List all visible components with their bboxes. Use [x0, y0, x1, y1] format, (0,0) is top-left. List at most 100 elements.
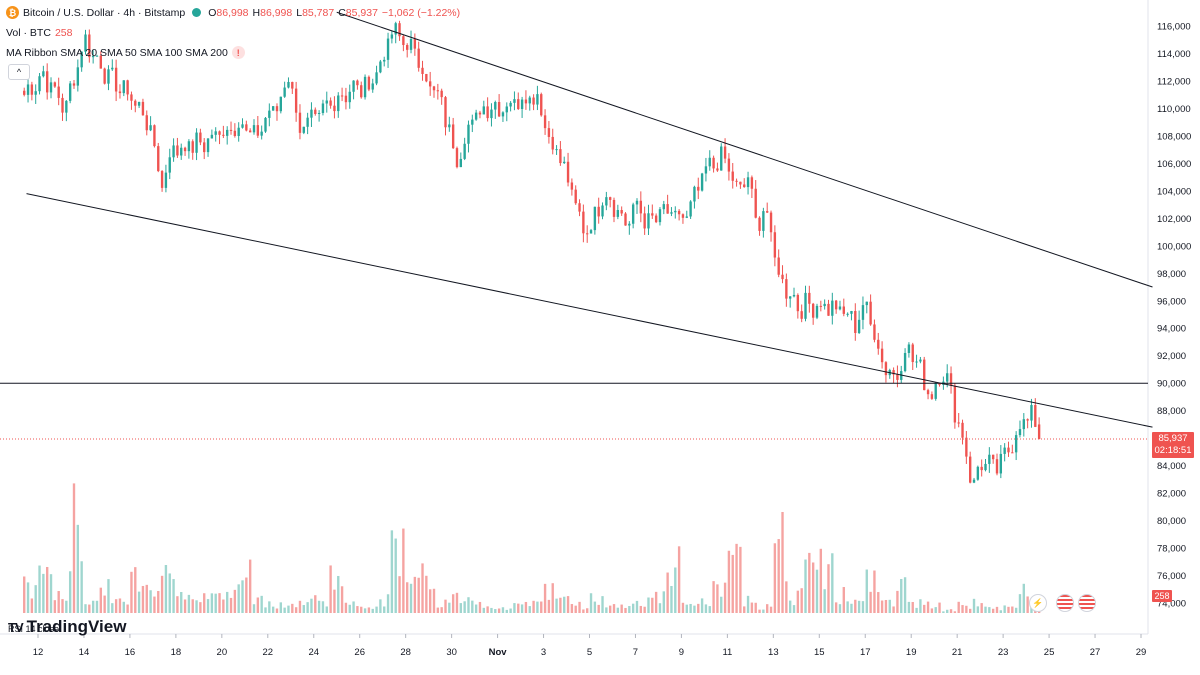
symbol-legend[interactable]: ₿ Bitcoin / U.S. Dollar · 4h · Bitstamp …: [6, 6, 460, 19]
candle: [283, 87, 286, 97]
us-flag-icon[interactable]: [1056, 594, 1074, 612]
candle: [210, 134, 214, 139]
symbol-title[interactable]: Bitcoin / U.S. Dollar · 4h · Bitstamp: [23, 6, 186, 19]
time-axis[interactable]: 12 14 16 18 20 22 24 26 28 30 Nov 3 5 7 9 11 13 15 17 19 21 2…: [33, 634, 1147, 658]
price-axis[interactable]: 116,000 114,000 112,000 110,000 108,000 106,0…: [1157, 22, 1191, 610]
volume-bar: [873, 570, 876, 613]
volume-bar: [501, 607, 505, 613]
volume-bar: [612, 604, 616, 613]
candle: [823, 303, 826, 307]
candle: [114, 67, 118, 92]
volume-bar: [991, 608, 995, 613]
volume-bar: [647, 597, 650, 613]
candle: [923, 359, 926, 391]
volume-bar: [854, 599, 857, 613]
volume-bar: [1007, 606, 1010, 613]
candle: [1037, 424, 1041, 440]
volume-bar: [834, 602, 838, 613]
candle: [176, 145, 179, 156]
volume-legend[interactable]: Vol · BTC 258: [6, 27, 72, 39]
volume-bar: [164, 565, 168, 613]
volume-bar: [271, 606, 275, 613]
candle: [716, 168, 719, 171]
volume-bar: [988, 607, 991, 613]
volume-bar: [333, 589, 336, 613]
volume-bar: [746, 595, 750, 613]
volume-bar: [352, 601, 355, 613]
candle: [440, 90, 443, 98]
volume-bar: [72, 483, 76, 613]
volume-bar: [394, 538, 397, 613]
candle: [314, 109, 317, 114]
candle: [383, 59, 386, 62]
volume-bar: [486, 606, 489, 613]
volume-bar: [635, 600, 639, 613]
volume-bar: [505, 609, 508, 613]
candle: [72, 83, 76, 86]
warning-icon[interactable]: !: [231, 46, 245, 59]
volume-bar: [915, 607, 918, 613]
time-tick-label: 19: [906, 647, 917, 658]
candle: [432, 86, 436, 91]
volume-bar: [865, 569, 868, 613]
market-open-icon: [192, 8, 202, 17]
candle: [340, 95, 344, 97]
candle: [1026, 419, 1029, 421]
candle: [436, 90, 440, 92]
volume-bar: [413, 576, 417, 613]
collapse-legend-button[interactable]: ^: [8, 64, 30, 80]
candle: [1030, 405, 1033, 421]
volume-bar: [677, 546, 681, 613]
candle: [869, 301, 872, 325]
candle: [677, 210, 681, 215]
volume-tag: 258: [1152, 590, 1172, 602]
candle: [762, 211, 765, 231]
channel-lower-line[interactable]: [26, 193, 1153, 428]
volume-bar: [723, 582, 727, 613]
volume-bar: [547, 599, 551, 613]
us-flag-icon[interactable]: [1078, 594, 1096, 612]
time-tick-label: 17: [860, 647, 871, 658]
time-tick-label: 12: [33, 647, 44, 658]
tradingview-logo[interactable]: TV TradingView: [8, 617, 126, 637]
volume-bar: [980, 603, 983, 613]
volume-bar: [252, 604, 256, 613]
candle: [421, 67, 424, 74]
candle: [84, 34, 87, 52]
candle: [689, 201, 692, 217]
candle: [896, 374, 899, 380]
candle: [180, 147, 183, 156]
volume-bar: [513, 603, 516, 613]
volume-bar: [880, 600, 884, 613]
volume-bar: [302, 605, 305, 613]
lightning-icon[interactable]: ⚡: [1029, 594, 1047, 612]
volume-bar: [248, 559, 252, 613]
candle: [394, 23, 397, 35]
volume-bar: [666, 572, 669, 613]
ohlc-change: −1,062 (−1.22%): [381, 6, 461, 19]
volume-bar: [788, 600, 792, 613]
candle: [329, 100, 332, 106]
candles: [23, 20, 1041, 484]
volume-bar: [781, 511, 784, 613]
volume-bar: [942, 611, 945, 613]
candle: [949, 373, 953, 386]
candle: [697, 186, 700, 191]
candle: [459, 158, 463, 168]
candle: [137, 101, 141, 106]
volume-bar: [651, 597, 654, 613]
volume-bar: [892, 606, 895, 613]
candle: [241, 124, 244, 128]
channel-upper-line[interactable]: [336, 11, 1153, 288]
price-tick-label: 98,000: [1157, 269, 1186, 280]
trendlines[interactable]: [0, 11, 1153, 440]
volume-bar: [356, 606, 359, 613]
rsi-label[interactable]: RSI 14 close: [8, 624, 60, 634]
ma-ribbon-legend[interactable]: MA Ribbon SMA 20 SMA 50 SMA 100 SMA 200 …: [6, 46, 245, 59]
volume-bar: [237, 584, 240, 613]
volume-bar: [451, 594, 455, 613]
bar-countdown: 02:18:51: [1154, 445, 1192, 456]
candle: [907, 344, 911, 353]
volume-bar: [145, 584, 148, 613]
